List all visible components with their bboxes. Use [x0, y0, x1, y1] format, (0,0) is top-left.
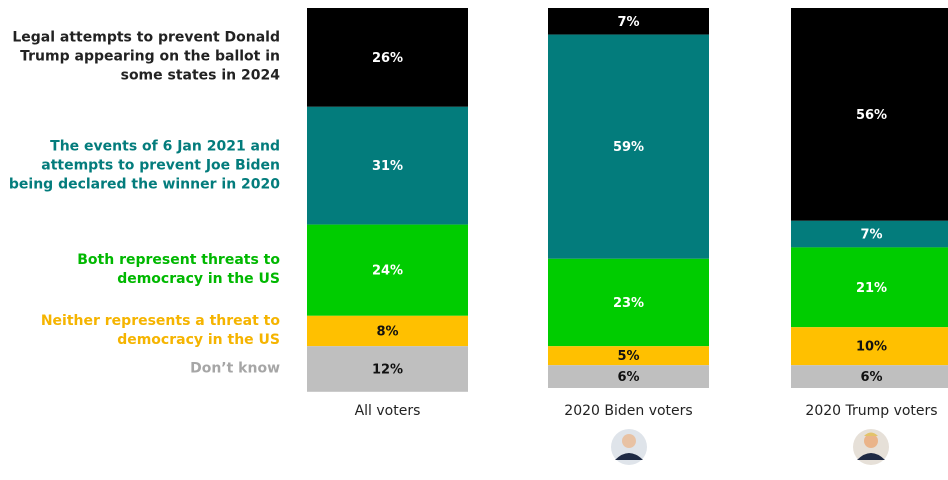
- bar-segment: [548, 346, 709, 366]
- value-label: 59%: [613, 140, 644, 155]
- bar-segment: [548, 34, 709, 259]
- bar-segment: [548, 365, 709, 388]
- value-label: 5%: [617, 349, 639, 364]
- value-label: 6%: [617, 370, 639, 385]
- value-label: 12%: [372, 363, 403, 378]
- value-label: 23%: [613, 296, 644, 311]
- legend-label: The events of 6 Jan 2021 and attempts to…: [8, 138, 280, 193]
- value-label: 7%: [860, 228, 882, 243]
- legend-label: Neither represents a threat to democracy…: [40, 313, 280, 348]
- value-label: 6%: [860, 370, 882, 385]
- bar-segment: [307, 8, 468, 107]
- x-tick-label: 2020 Trump voters: [805, 403, 937, 419]
- value-label: 10%: [856, 340, 887, 355]
- legend-label: Don’t know: [190, 360, 280, 377]
- value-label: 31%: [372, 159, 403, 174]
- bar-segment: [548, 8, 709, 35]
- bar-segment: [548, 258, 709, 347]
- value-label: 26%: [372, 51, 403, 66]
- bar-segment: [791, 327, 948, 366]
- x-tick-label: 2020 Biden voters: [564, 403, 692, 419]
- bar-segment: [307, 106, 468, 225]
- avatar-biden: [611, 429, 647, 465]
- legend-label: Both represent threats to democracy in t…: [77, 252, 280, 288]
- value-label: 21%: [856, 281, 887, 296]
- legend-label: Legal attempts to prevent Donald Trump a…: [12, 29, 280, 84]
- x-tick-label: All voters: [355, 403, 421, 419]
- bar-segment: [791, 220, 948, 248]
- bar-segment: [791, 247, 948, 328]
- value-label: 8%: [376, 325, 398, 340]
- bar-segment: [307, 224, 468, 316]
- value-label: 7%: [617, 15, 639, 30]
- bar-segment: [307, 346, 468, 392]
- bar-segment: [791, 365, 948, 388]
- value-label: 56%: [856, 108, 887, 123]
- bar-segment: [791, 8, 948, 221]
- bar-segment: [307, 315, 468, 347]
- value-label: 24%: [372, 264, 403, 279]
- avatar-trump: [853, 429, 889, 465]
